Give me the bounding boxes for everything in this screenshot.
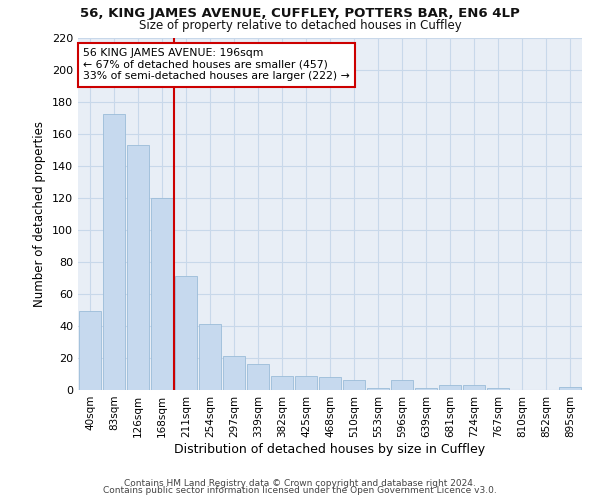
Bar — [199, 324, 221, 390]
Y-axis label: Number of detached properties: Number of detached properties — [34, 120, 46, 306]
Bar — [175, 276, 197, 390]
X-axis label: Distribution of detached houses by size in Cuffley: Distribution of detached houses by size … — [175, 442, 485, 456]
Bar — [247, 364, 269, 390]
Text: Contains public sector information licensed under the Open Government Licence v3: Contains public sector information licen… — [103, 486, 497, 495]
Bar — [103, 114, 125, 390]
Bar — [343, 380, 365, 390]
Bar — [559, 387, 581, 390]
Bar — [367, 388, 389, 390]
Bar — [223, 356, 245, 390]
Text: Contains HM Land Registry data © Crown copyright and database right 2024.: Contains HM Land Registry data © Crown c… — [124, 478, 476, 488]
Bar — [151, 198, 173, 390]
Bar — [391, 380, 413, 390]
Text: 56 KING JAMES AVENUE: 196sqm
← 67% of detached houses are smaller (457)
33% of s: 56 KING JAMES AVENUE: 196sqm ← 67% of de… — [83, 48, 350, 82]
Bar — [79, 312, 101, 390]
Bar — [127, 145, 149, 390]
Text: Size of property relative to detached houses in Cuffley: Size of property relative to detached ho… — [139, 18, 461, 32]
Text: 56, KING JAMES AVENUE, CUFFLEY, POTTERS BAR, EN6 4LP: 56, KING JAMES AVENUE, CUFFLEY, POTTERS … — [80, 8, 520, 20]
Bar — [463, 385, 485, 390]
Bar — [487, 388, 509, 390]
Bar — [271, 376, 293, 390]
Bar — [415, 388, 437, 390]
Bar — [295, 376, 317, 390]
Bar — [319, 377, 341, 390]
Bar — [439, 385, 461, 390]
